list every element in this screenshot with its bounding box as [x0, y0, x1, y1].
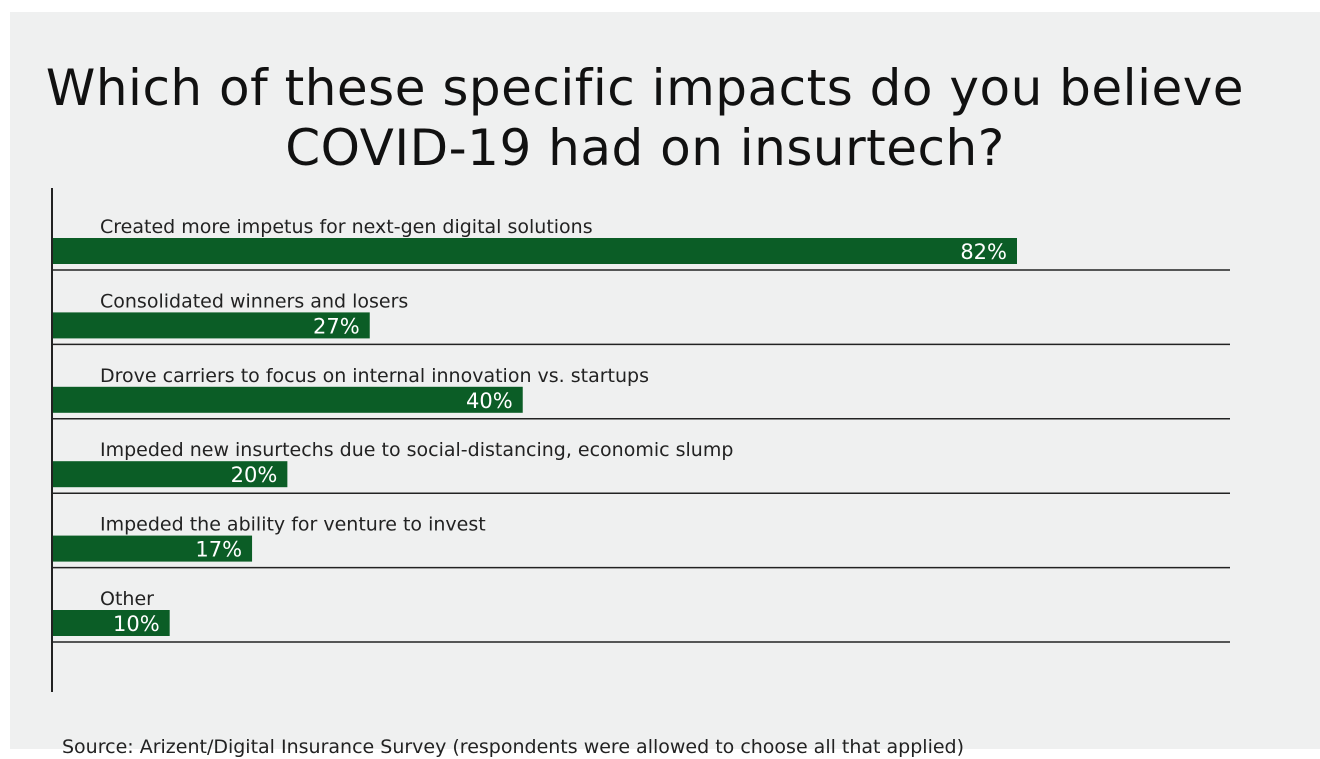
value-label: 20%: [231, 463, 278, 487]
source-note: Source: Arizent/Digital Insurance Survey…: [62, 736, 965, 758]
category-label: Impeded the ability for venture to inves…: [100, 514, 486, 536]
chart-title: Which of these specific impacts do you b…: [45, 59, 1245, 177]
category-label: Other: [100, 588, 154, 610]
chart-canvas: Which of these specific impacts do you b…: [10, 12, 1320, 758]
bar: [52, 461, 288, 488]
category-label: Created more impetus for next-gen digita…: [100, 216, 593, 238]
value-label: 10%: [113, 612, 160, 636]
bar: [52, 610, 170, 636]
bar: [52, 386, 523, 413]
value-label: 27%: [313, 314, 360, 338]
bar: [52, 312, 370, 339]
value-label: 82%: [960, 240, 1007, 264]
bar-chart: Created more impetus for next-gen digita…: [51, 188, 1230, 692]
bar: [52, 535, 253, 562]
category-label: Consolidated winners and losers: [100, 290, 408, 312]
value-label: 17%: [195, 538, 242, 562]
value-label: 40%: [466, 389, 513, 413]
category-label: Impeded new insurtechs due to social-dis…: [100, 439, 733, 461]
bars-layer: Created more impetus for next-gen digita…: [51, 188, 1230, 692]
category-label: Drove carriers to focus on internal inno…: [100, 365, 649, 387]
bar: [52, 238, 1017, 264]
